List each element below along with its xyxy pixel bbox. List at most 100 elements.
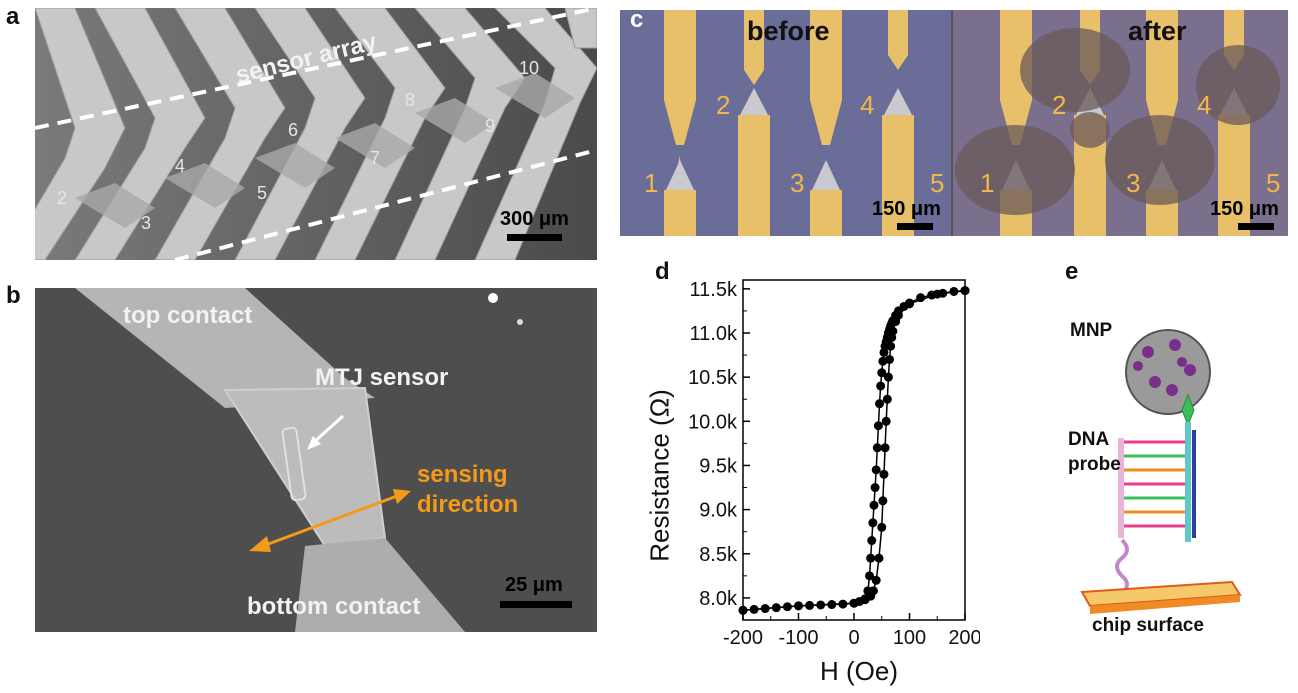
scale-bar — [507, 234, 562, 241]
x-axis-title: H (Oe) — [820, 656, 898, 686]
mnp-particle — [1125, 329, 1211, 415]
data-point — [875, 399, 885, 409]
y-tick-label: 11.0k — [690, 323, 738, 345]
sensor-number: 10 — [519, 58, 540, 78]
sensor-number: 3 — [141, 213, 152, 233]
electrode-number: 4 — [860, 90, 875, 120]
data-point — [905, 299, 914, 309]
series-line-1 — [742, 289, 966, 612]
sensor-number: 8 — [405, 90, 416, 110]
data-point — [874, 553, 884, 563]
chip-surface-label: chip surface — [1092, 615, 1204, 636]
data-point — [885, 354, 895, 364]
y-tick-label: 10.0k — [688, 411, 738, 433]
x-tick-label: 0 — [848, 627, 859, 649]
electrodes-illustration — [620, 10, 1288, 236]
panel-label-c: c — [630, 6, 644, 33]
y-tick-label: 9.0k — [699, 500, 738, 522]
y-tick-label: 8.0k — [699, 588, 738, 610]
data-point — [868, 518, 878, 528]
panel-label-b: b — [6, 282, 21, 309]
sensor-array-illustration — [35, 8, 597, 260]
data-point — [868, 586, 878, 596]
data-point — [738, 605, 748, 615]
data-point — [960, 286, 970, 296]
sensing-line-2: direction — [417, 491, 519, 518]
sensor-number: 2 — [57, 188, 68, 208]
data-point — [877, 522, 887, 532]
data-point — [878, 496, 888, 506]
y-tick-label: 10.5k — [688, 367, 738, 389]
x-tick-label: 100 — [893, 627, 926, 649]
scale-bar-after — [1238, 223, 1274, 230]
data-point — [888, 326, 898, 336]
data-point — [873, 421, 883, 431]
panel-a-sem-image: sensor array 2 3 4 5 6 7 8 9 10 300 μm — [35, 8, 597, 260]
scale-bar-label-before: 150 μm — [872, 198, 941, 220]
electrode-number: 2 — [716, 90, 731, 120]
data-point — [932, 289, 942, 299]
mtj-sensor-label: MTJ sensor — [315, 364, 449, 391]
data-point — [881, 416, 891, 426]
electrode-number: 4 — [1197, 90, 1212, 120]
mtj-sensor-illustration — [75, 288, 523, 632]
scale-bar-label: 25 μm — [505, 574, 563, 596]
before-label: before — [747, 16, 830, 46]
data-point — [849, 598, 859, 608]
data-point — [880, 443, 890, 453]
electrode-number: 1 — [980, 168, 995, 198]
panel-d-chart: -200 -100 0 100 200 8.0k 8.5k 9.0k 9.5k 10.0k 10.5… — [640, 260, 981, 690]
bottom-contact-label: bottom contact — [247, 593, 421, 620]
sensor-number: 6 — [288, 120, 299, 140]
sensing-line-1: sensing — [417, 461, 508, 488]
x-tick-label: 200 — [948, 627, 980, 649]
data-point — [870, 483, 880, 493]
sensor-number: 5 — [257, 183, 268, 203]
dna-line-1: DNA — [1068, 429, 1110, 450]
electrode-number: 1 — [644, 168, 659, 198]
data-point — [867, 536, 877, 546]
top-contact-label: top contact — [123, 302, 253, 329]
data-point — [886, 341, 896, 351]
data-point — [893, 310, 903, 320]
electrode-number: 5 — [1266, 168, 1281, 198]
sensor-number: 4 — [175, 156, 186, 176]
panel-label-e: e — [1065, 258, 1079, 285]
mnp-dna-schematic — [1080, 329, 1242, 614]
electrode-number: 2 — [1052, 90, 1067, 120]
y-tick-label: 9.5k — [699, 455, 738, 477]
data-point — [794, 601, 803, 611]
mnp-label: MNP — [1070, 320, 1113, 341]
data-point — [871, 575, 881, 585]
x-tick-label: -100 — [778, 627, 818, 649]
scale-bar-label-after: 150 μm — [1210, 198, 1279, 220]
y-tick-label: 11.5k — [690, 279, 738, 301]
panel-label-a: a — [6, 3, 20, 30]
data-point — [869, 500, 879, 510]
data-point — [871, 465, 881, 475]
scale-bar — [500, 601, 572, 608]
electrode-number: 3 — [1126, 168, 1141, 198]
panel-label-d: d — [655, 258, 670, 285]
panel-e-schematic: MNP DNA probe chip surface — [1060, 290, 1296, 690]
series-line-0 — [742, 289, 966, 612]
panel-b-sem-image: top contact MTJ sensor sensing direction… — [35, 288, 597, 632]
sensor-number: 9 — [485, 116, 496, 136]
data-point — [876, 381, 886, 391]
panel-c-micrograph: before after 1 2 3 4 5 1 2 3 4 5 150 μm … — [620, 10, 1288, 236]
data-point — [877, 368, 887, 378]
electrode-number: 5 — [930, 168, 945, 198]
data-point — [879, 469, 889, 479]
scale-bar-label: 300 μm — [500, 208, 569, 230]
x-tick-label: -200 — [723, 627, 763, 649]
sensor-number: 7 — [370, 148, 381, 168]
after-label: after — [1128, 16, 1187, 46]
data-point — [882, 394, 892, 404]
resistance-vs-field-plot: -200 -100 0 100 200 8.0k 8.5k 9.0k 9.5k 10.0k 10.5… — [688, 279, 980, 649]
scale-bar-before — [897, 223, 933, 230]
dna-probe-label: DNA probe — [1068, 428, 1121, 477]
data-point — [872, 443, 882, 453]
y-tick-label: 8.5k — [699, 544, 738, 566]
electrode-number: 3 — [790, 168, 805, 198]
plot-frame — [742, 279, 966, 621]
